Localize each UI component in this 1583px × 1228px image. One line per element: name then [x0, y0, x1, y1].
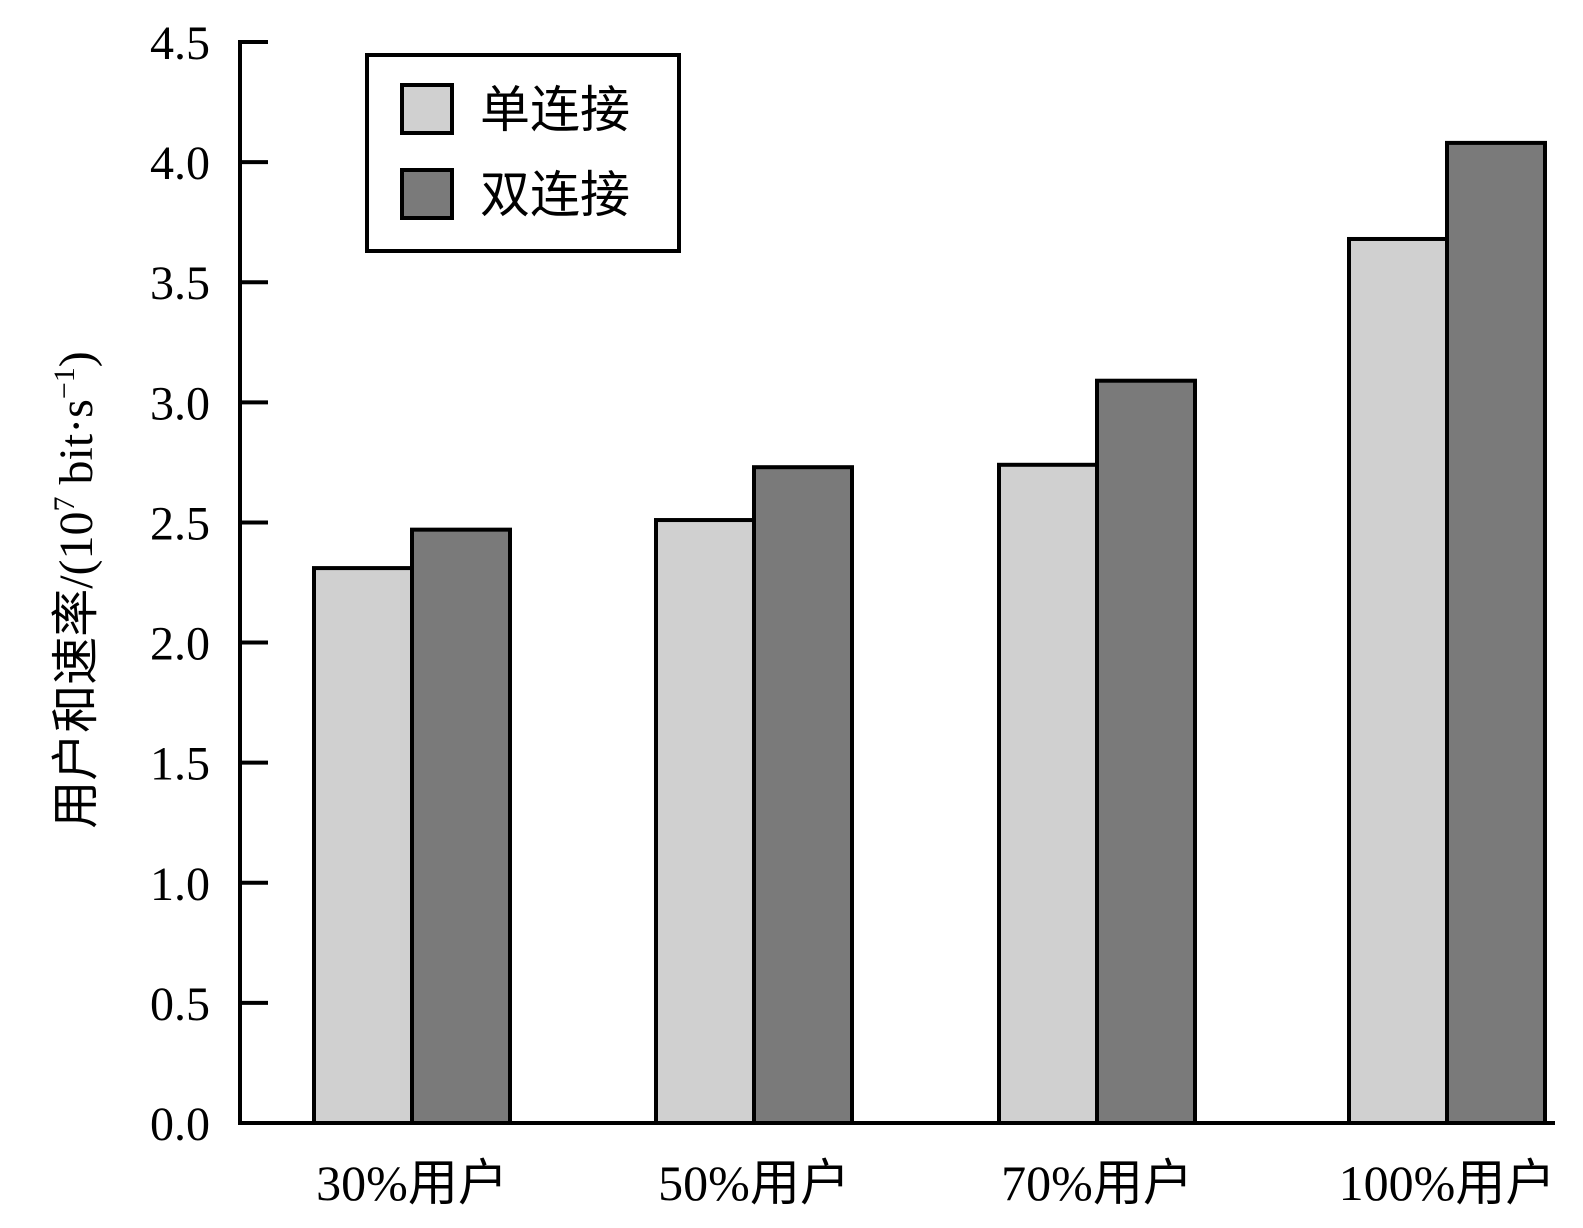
legend-swatch-dual	[400, 168, 454, 220]
x-category-label: 100%用户	[1339, 1155, 1556, 1211]
bar-dual-1	[752, 465, 854, 1125]
x-category-label: 70%用户	[1001, 1155, 1193, 1211]
bar-dual-0	[410, 527, 512, 1125]
y-tick-label: 4.0	[150, 137, 210, 190]
bar-dual-3	[1445, 140, 1547, 1126]
legend-swatch-single	[400, 83, 454, 135]
y-tick-label: 1.0	[150, 858, 210, 911]
x-category-label: 50%用户	[658, 1155, 850, 1211]
bars-layer	[312, 140, 1547, 1126]
y-tick-label: 0.0	[150, 1098, 210, 1151]
bar-single-1	[654, 518, 756, 1125]
y-axis-label-unit-exp: −1	[48, 367, 81, 399]
y-tick-label: 1.5	[150, 738, 210, 791]
bar-single-3	[1347, 236, 1449, 1125]
y-tick-label: 3.0	[150, 377, 210, 430]
legend: 单连接 双连接	[365, 53, 681, 253]
x-category-labels: 30%用户 50%用户 70%用户 100%用户	[316, 1155, 1555, 1211]
y-tick-label: 4.5	[150, 17, 210, 70]
axes-layer	[238, 40, 1555, 1125]
y-ticks: 0.0 0.5 1.0 1.5 2.0 2.5 3.0 3.5 4.0 4.5	[150, 17, 268, 1151]
y-tick-label: 2.0	[150, 618, 210, 671]
legend-label-single: 单连接	[480, 82, 630, 138]
bar-single-2	[997, 462, 1099, 1125]
y-axis-label-main: 用户和速率/(10	[50, 511, 103, 828]
y-axis-label-unit: bit·s	[50, 399, 103, 496]
legend-label-dual: 双连接	[480, 167, 630, 223]
y-tick-label: 3.5	[150, 257, 210, 310]
bar-single-0	[312, 566, 414, 1125]
bar-dual-2	[1095, 378, 1197, 1126]
y-tick-label: 2.5	[150, 497, 210, 550]
x-category-label: 30%用户	[316, 1155, 508, 1211]
y-axis-label-close: )	[50, 351, 103, 367]
y-axis-label-exp: 7	[48, 496, 81, 511]
y-axis-label: 用户和速率/(107 bit·s−1)	[48, 351, 103, 829]
y-tick-label: 0.5	[150, 978, 210, 1031]
